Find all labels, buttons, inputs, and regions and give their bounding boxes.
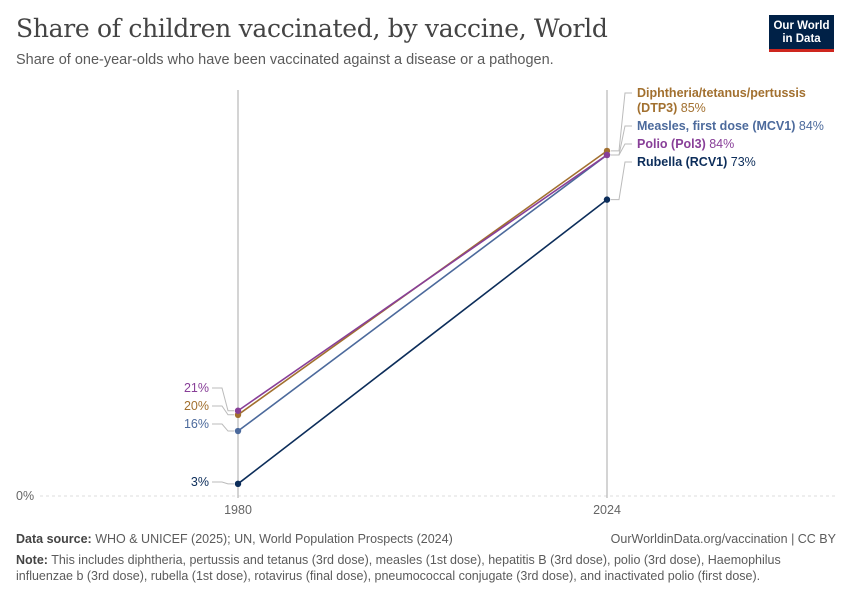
label-connector — [212, 423, 234, 432]
start-labels: 21% 20% 16% 3% — [184, 381, 234, 489]
data-point — [603, 151, 611, 159]
note-text: This includes diphtheria, pertussis and … — [16, 553, 781, 583]
series-name-label: Polio (Pol3) 84% — [637, 137, 734, 151]
start-value-label: 3% — [191, 475, 209, 489]
series-line — [237, 154, 608, 432]
series-name-label: Rubella (RCV1) 73% — [637, 155, 756, 169]
gridlines — [40, 90, 835, 498]
data-point — [603, 196, 611, 203]
end-labels: Diphtheria/tetanus/pertussis(DTP3) 85% Me… — [611, 86, 824, 201]
logo-line-1: Our World — [773, 20, 830, 32]
label-connector — [212, 481, 234, 485]
series-name-label: Measles, first dose (MCV1) 84% — [637, 119, 824, 133]
label-connector — [611, 161, 632, 201]
data-point — [234, 427, 242, 435]
data-source: Data source: WHO & UNICEF (2025); UN, Wo… — [16, 532, 453, 546]
series-name-label: (DTP3) 85% — [637, 101, 706, 115]
label-connector — [212, 405, 234, 416]
y-tick-label: 0% — [16, 489, 34, 503]
start-value-label: 20% — [184, 399, 209, 413]
series-name-label: Diphtheria/tetanus/pertussis — [637, 86, 806, 100]
chart-note: Note: This includes diphtheria, pertussi… — [16, 552, 836, 584]
series-lines — [234, 147, 611, 488]
source-label: Data source: — [16, 532, 92, 546]
chart-footer: Data source: WHO & UNICEF (2025); UN, Wo… — [16, 532, 836, 584]
y-axis: 0% — [16, 489, 34, 503]
chart-subtitle: Share of one-year-olds who have been vac… — [16, 52, 554, 68]
owid-logo[interactable]: Our World in Data — [769, 15, 834, 52]
data-point — [234, 407, 242, 414]
logo-line-2: in Data — [782, 33, 821, 45]
series-line — [237, 154, 608, 412]
credit-link[interactable]: OurWorldinData.org/vaccination | CC BY — [610, 532, 836, 546]
chart-title: Share of children vaccinated, by vaccine… — [16, 14, 608, 43]
label-connector — [611, 143, 632, 156]
start-value-label: 16% — [184, 417, 209, 431]
note-label: Note: — [16, 553, 48, 567]
x-axis: 1980 2024 — [224, 503, 621, 517]
source-text: WHO & UNICEF (2025); UN, World Populatio… — [95, 532, 453, 546]
label-connector — [212, 387, 234, 412]
label-connector — [611, 92, 632, 152]
series-line — [237, 198, 608, 485]
data-point — [234, 480, 242, 488]
x-tick-label: 1980 — [224, 503, 252, 517]
start-value-label: 21% — [184, 381, 209, 395]
x-tick-label: 2024 — [593, 503, 621, 517]
